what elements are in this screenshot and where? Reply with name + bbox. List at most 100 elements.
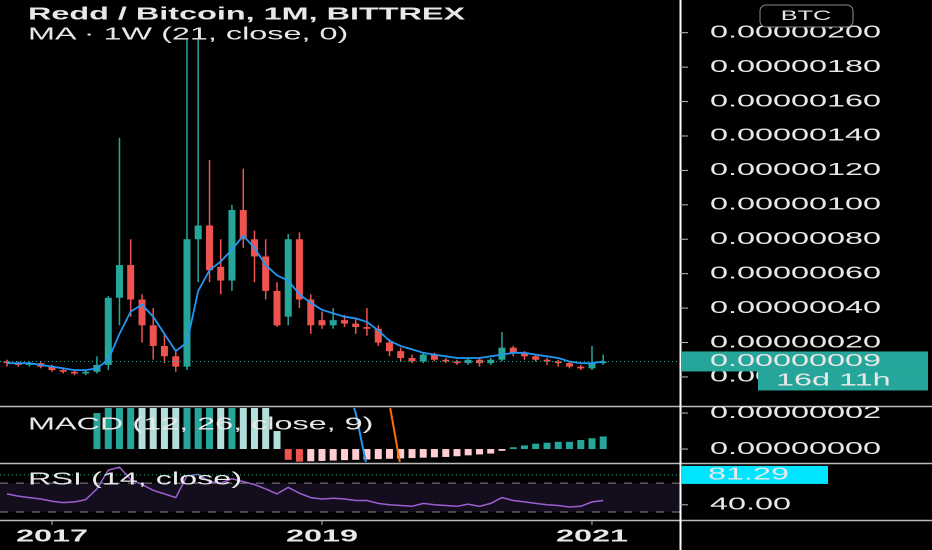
macd-histogram-bar: [565, 441, 573, 450]
macd-histogram-bar: [217, 408, 225, 450]
macd-histogram-bar: [554, 441, 562, 450]
macd-histogram-bar: [363, 449, 371, 460]
candle-body: [318, 320, 326, 326]
candle-body: [307, 299, 315, 326]
macd-histogram-bar: [397, 449, 405, 459]
candle-body: [273, 290, 281, 326]
candle-body: [476, 359, 484, 364]
candle-body: [577, 366, 585, 369]
countdown-label: 16d 11h: [776, 369, 891, 390]
macd-histogram-bar: [509, 447, 517, 450]
candle-body: [149, 325, 157, 346]
macd-histogram-bar: [206, 408, 214, 450]
y-tick-label: 0.00000060: [710, 262, 881, 283]
macd-histogram-bar: [239, 408, 247, 450]
candle-body: [385, 342, 393, 352]
ma-legend: MA · 1W (21, close, 0): [28, 23, 348, 44]
candle-body: [295, 239, 303, 300]
macd-histogram-bar: [262, 408, 270, 450]
macd-histogram-bar: [543, 442, 551, 450]
macd-histogram-bar: [430, 449, 438, 458]
rsi-line: [6, 466, 604, 508]
price-panel: [3, 39, 607, 376]
macd-histogram-bar: [228, 408, 236, 450]
last-price-label: 0.00000009: [710, 350, 881, 371]
x-tick-label: 2021: [556, 525, 628, 546]
last-price-box: [681, 351, 928, 372]
candle-body: [442, 359, 450, 362]
macd-histogram-bar: [577, 440, 585, 450]
macd-title: MACD (12, 26, close, 9): [28, 413, 373, 434]
macd-histogram-bar: [115, 408, 123, 450]
candle-body: [397, 351, 405, 359]
currency-button-label[interactable]: BTC: [781, 9, 831, 24]
candle-body: [48, 366, 56, 371]
macd-histogram-bar: [250, 408, 258, 450]
y-tick-label: 0.00000160: [710, 90, 881, 111]
candle-body: [453, 361, 461, 364]
candle-body: [487, 359, 495, 364]
macd-histogram-bar: [532, 443, 540, 450]
y-tick-label: 0.00000040: [710, 296, 881, 317]
macd-histogram-bar: [476, 449, 484, 455]
candle-body: [217, 266, 225, 281]
y-tick-label: 40.00: [710, 493, 791, 514]
candle-body: [206, 225, 214, 271]
macd-panel: [93, 408, 607, 462]
candle-body: [329, 320, 337, 326]
candle-body: [565, 363, 573, 367]
macd-histogram-bar: [295, 449, 303, 462]
rsi-marker-label: 81.29: [708, 463, 789, 484]
rsi-panel: [0, 466, 680, 513]
candle-body: [352, 323, 360, 328]
macd-histogram-bar: [520, 445, 528, 450]
y-tick-label: 0.00000002: [710, 401, 881, 422]
candle-body: [138, 299, 146, 326]
macd-histogram-bar: [385, 449, 393, 459]
y-tick-label: 0.00000180: [710, 55, 881, 76]
rsi-marker-box: [681, 465, 828, 484]
ma-line: [7, 234, 604, 371]
macd-histogram-bar: [329, 449, 337, 461]
macd-histogram-bar: [138, 408, 146, 450]
macd-histogram-bar: [172, 408, 180, 450]
macd-histogram-bar: [160, 408, 168, 450]
y-tick-label: 0.00000120: [710, 159, 881, 180]
macd-histogram-bar: [273, 431, 281, 450]
macd-histogram-bar: [104, 408, 112, 450]
macd-histogram-bar: [93, 413, 101, 450]
macd-histogram-bar: [487, 449, 495, 454]
candle-body: [183, 239, 191, 367]
rsi-title: RSI (14, close): [28, 468, 242, 489]
candle-body: [430, 354, 438, 360]
macd-histogram-bar: [284, 449, 292, 460]
macd-histogram-bar: [374, 449, 382, 460]
x-tick-label: 2017: [16, 525, 88, 546]
y-tick-label: 0.00000020: [710, 331, 881, 352]
macd-histogram-bar: [318, 449, 326, 461]
candle-body: [127, 265, 135, 300]
currency-button[interactable]: [759, 4, 854, 28]
candle-body: [509, 347, 517, 353]
macd-histogram-bar: [419, 449, 427, 458]
candle-body: [194, 225, 202, 240]
macd-histogram-bar: [194, 408, 202, 450]
candle-body: [284, 239, 292, 317]
macd-histogram-bar: [352, 449, 360, 460]
macd-histogram-bar: [307, 449, 315, 462]
candle-body: [363, 327, 371, 329]
y-tick-label: 0.00000080: [710, 228, 881, 249]
macd-histogram-bar: [183, 408, 191, 450]
macd-histogram-bar: [149, 408, 157, 450]
candle-body: [419, 354, 427, 362]
candle-body: [59, 370, 67, 372]
macd-histogram-bar: [408, 449, 416, 459]
candle-body: [341, 320, 349, 324]
candle-body: [115, 265, 123, 298]
candle-body: [172, 356, 180, 367]
candle-body: [408, 358, 416, 362]
candle-body: [239, 209, 247, 240]
y-tick-label: 0.00000140: [710, 124, 881, 145]
candle-body: [554, 361, 562, 364]
